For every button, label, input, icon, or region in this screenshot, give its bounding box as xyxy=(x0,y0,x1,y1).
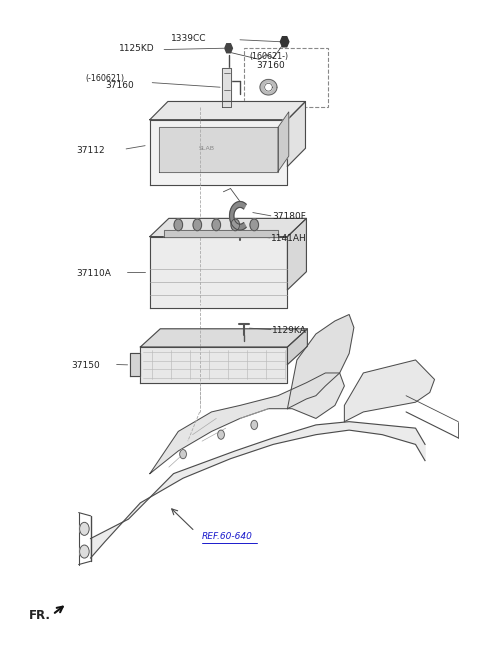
Polygon shape xyxy=(225,44,232,53)
Text: 37150: 37150 xyxy=(72,361,100,369)
Polygon shape xyxy=(91,422,425,558)
Polygon shape xyxy=(288,218,306,290)
Polygon shape xyxy=(130,354,140,376)
Text: 37180F: 37180F xyxy=(272,212,306,221)
Polygon shape xyxy=(260,79,277,95)
Text: 37160: 37160 xyxy=(257,62,285,70)
Circle shape xyxy=(251,421,258,430)
Text: (160621-): (160621-) xyxy=(250,52,288,60)
Circle shape xyxy=(80,522,89,535)
Polygon shape xyxy=(150,236,288,308)
Text: SLAB: SLAB xyxy=(199,147,215,151)
Polygon shape xyxy=(140,347,288,383)
Polygon shape xyxy=(159,128,278,172)
Text: 37110A: 37110A xyxy=(76,269,111,278)
Text: 1339CC: 1339CC xyxy=(171,34,207,43)
Circle shape xyxy=(174,219,182,231)
Circle shape xyxy=(193,219,202,231)
Circle shape xyxy=(231,219,240,231)
Polygon shape xyxy=(164,230,278,236)
Circle shape xyxy=(212,219,220,231)
Polygon shape xyxy=(288,314,354,409)
Polygon shape xyxy=(140,329,307,347)
Polygon shape xyxy=(150,218,306,236)
Text: 1141AH: 1141AH xyxy=(271,234,307,243)
Circle shape xyxy=(180,449,186,458)
Text: REF.60-640: REF.60-640 xyxy=(202,532,253,541)
Polygon shape xyxy=(288,329,307,365)
Circle shape xyxy=(250,219,259,231)
Polygon shape xyxy=(229,202,246,230)
FancyBboxPatch shape xyxy=(244,48,328,107)
Polygon shape xyxy=(264,83,272,91)
Circle shape xyxy=(80,545,89,558)
Text: (-160621): (-160621) xyxy=(86,73,125,83)
Text: 1129KA: 1129KA xyxy=(272,326,307,335)
Text: 37160: 37160 xyxy=(105,81,133,90)
Text: 1125KD: 1125KD xyxy=(119,44,155,53)
Polygon shape xyxy=(150,102,305,120)
Polygon shape xyxy=(288,102,305,166)
Polygon shape xyxy=(278,112,289,172)
Polygon shape xyxy=(344,360,434,422)
Circle shape xyxy=(218,430,224,440)
Polygon shape xyxy=(150,373,344,474)
Text: 37112: 37112 xyxy=(76,145,105,155)
Polygon shape xyxy=(280,37,289,47)
Text: FR.: FR. xyxy=(29,609,51,622)
Polygon shape xyxy=(150,120,288,185)
Polygon shape xyxy=(222,67,231,107)
